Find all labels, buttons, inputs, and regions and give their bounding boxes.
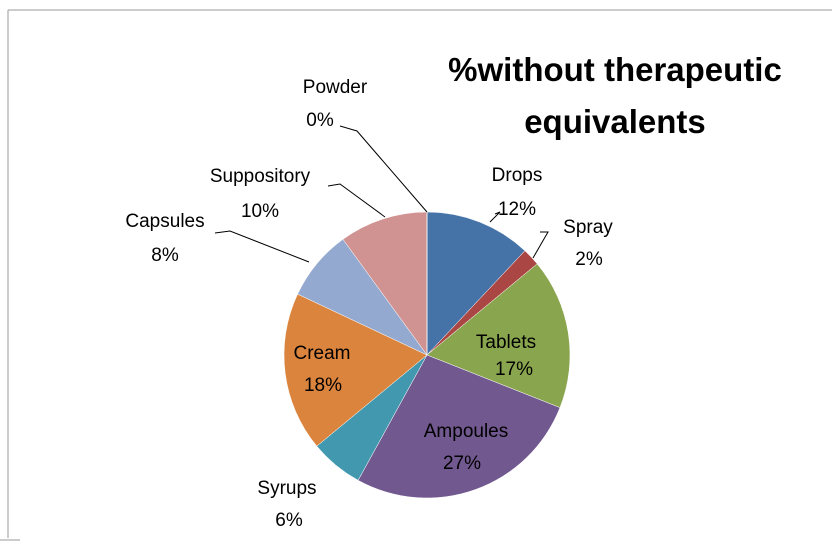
pie-slice — [342, 211, 428, 356]
slice-label-value: 17% — [495, 359, 533, 380]
chart-title: %without therapeutic equivalents — [448, 51, 782, 140]
slice-label-value: 2% — [575, 249, 603, 270]
slice-label-name: Tablets — [476, 332, 536, 353]
leader-line — [532, 231, 549, 259]
slice-label-name: Powder — [303, 77, 368, 98]
leader-line — [214, 230, 310, 263]
leader-line — [327, 183, 386, 218]
slice-label-value: 6% — [275, 510, 303, 531]
slice-label-value: 18% — [304, 375, 342, 396]
slice-label-value: 8% — [151, 245, 179, 266]
pie-slice — [283, 293, 428, 447]
slice-label-value: 12% — [498, 199, 536, 220]
pie-slice — [426, 263, 571, 408]
slice-label-name: Drops — [492, 165, 543, 186]
slice-label-value: 0% — [306, 110, 334, 131]
slice-label-name: Spray — [563, 217, 613, 238]
leader-line — [489, 211, 501, 223]
pie-slice — [426, 211, 526, 356]
slice-label-value: 27% — [443, 453, 481, 474]
slice-label-name: Suppository — [210, 166, 311, 187]
leader-line — [339, 125, 428, 213]
slice-label-name: Capsules — [125, 211, 204, 232]
slice-label-value: 10% — [241, 201, 279, 222]
slice-label-name: Cream — [293, 343, 350, 364]
pie-slice — [357, 354, 561, 499]
slice-label-name: Ampoules — [424, 421, 509, 442]
slice-label-name: Syrups — [257, 478, 316, 499]
